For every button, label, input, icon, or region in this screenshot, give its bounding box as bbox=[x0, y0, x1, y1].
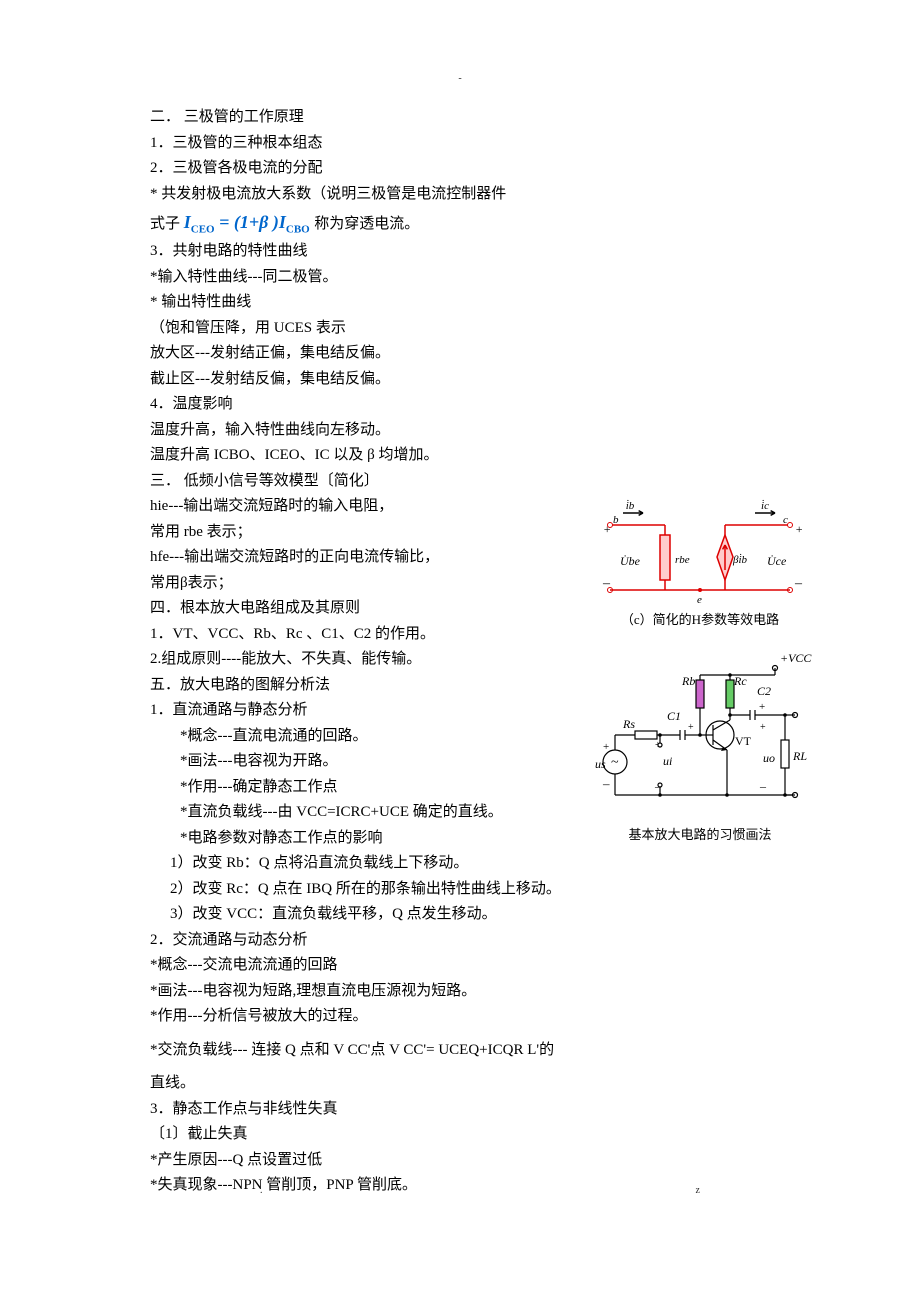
text-line: *作用---分析信号被放大的过程。 bbox=[150, 1004, 780, 1030]
text-line: 放大区---发射结正偏，集电结反偏。 bbox=[150, 341, 780, 367]
footer-dot: . bbox=[260, 1182, 263, 1199]
svg-text:e: e bbox=[697, 594, 702, 605]
text-line: *输入特性曲线---同二极管。 bbox=[150, 265, 780, 291]
formula-eq: = (1+β ) bbox=[215, 212, 279, 232]
text-line: *交流负载线--- 连接 Q 点和 V CC'点 V CC'= UCEQ+ICQ… bbox=[150, 1038, 780, 1064]
amplifier-circuit-diagram: +VCCRbRcC2+VTC1+Rs~us+–ui+–RLuo+– 基本放大电路… bbox=[585, 650, 815, 846]
svg-text:–: – bbox=[794, 576, 803, 591]
heading-3: 三． 低频小信号等效模型〔简化〕 bbox=[150, 469, 780, 495]
text-line: 3．静态工作点与非线性失真 bbox=[150, 1097, 780, 1123]
text-line: * 共发射极电流放大系数（说明三极管是电流控制器件 bbox=[150, 182, 780, 208]
svg-text:–: – bbox=[759, 779, 767, 793]
svg-text:Rb: Rb bbox=[681, 674, 695, 688]
text-line: *产生原因---Q 点设置过低 bbox=[150, 1148, 780, 1174]
svg-text:U̇ce: U̇ce bbox=[767, 554, 787, 568]
svg-text:–: – bbox=[602, 776, 610, 791]
svg-text:+VCC: +VCC bbox=[780, 651, 812, 665]
formula-line: 式子 ICEO = (1+β )ICBO 称为穿透电流。 bbox=[150, 207, 780, 239]
svg-text:~: ~ bbox=[611, 755, 619, 770]
formula-prefix: 式子 bbox=[150, 216, 180, 232]
svg-text:C2: C2 bbox=[757, 684, 771, 698]
svg-text:i̇c: i̇c bbox=[761, 500, 769, 512]
svg-text:–: – bbox=[602, 576, 611, 591]
svg-text:b: b bbox=[613, 514, 619, 526]
formula-rhs: I bbox=[279, 212, 286, 232]
formula-sub2: CBO bbox=[286, 224, 310, 236]
svg-text:c: c bbox=[783, 514, 788, 526]
text-line: 2．交流通路与动态分析 bbox=[150, 928, 780, 954]
svg-text:βi̇b: βi̇b bbox=[732, 554, 748, 566]
text-line: 1．三极管的三种根本组态 bbox=[150, 131, 780, 157]
formula-lhs: I bbox=[184, 212, 191, 232]
svg-text:+: + bbox=[603, 522, 611, 536]
text-line: 3）改变 VCC：直流负载线平移，Q 点发生移动。 bbox=[150, 902, 780, 928]
text-line: 温度升高，输入特性曲线向左移动。 bbox=[150, 418, 780, 444]
text-line: *失真现象---NPN 管削顶，PNP 管削底。 bbox=[150, 1173, 780, 1199]
text-line: 直线。 bbox=[150, 1071, 780, 1097]
svg-text:+: + bbox=[795, 522, 803, 536]
diagram1-caption: （c）简化的H参数等效电路 bbox=[595, 609, 805, 631]
svg-text:uo: uo bbox=[763, 751, 775, 765]
svg-text:VT: VT bbox=[735, 734, 752, 748]
text-line: 3．共射电路的特性曲线 bbox=[150, 239, 780, 265]
svg-text:Rs: Rs bbox=[622, 717, 635, 731]
text-line: 截止区---发射结反偏，集电结反偏。 bbox=[150, 367, 780, 393]
heading-2: 二． 三极管的工作原理 bbox=[150, 105, 780, 131]
h-param-circuit-diagram: i̇bi̇cbc++––U̇berbeβi̇bU̇cee （c）简化的H参数等效… bbox=[595, 495, 805, 631]
text-line: 〔1〕截止失真 bbox=[150, 1122, 780, 1148]
text-line: 2）改变 Rc：Q 点在 IBQ 所在的那条输出特性曲线上移动。 bbox=[150, 877, 780, 903]
svg-text:+: + bbox=[688, 722, 694, 733]
svg-text:rbe: rbe bbox=[675, 554, 690, 566]
page: - 二． 三极管的工作原理 1．三极管的三种根本组态 2．三极管各极电流的分配 … bbox=[0, 0, 920, 1239]
svg-text:U̇be: U̇be bbox=[620, 554, 641, 568]
svg-text:C1: C1 bbox=[667, 709, 681, 723]
text-line: *概念---交流电流流通的回路 bbox=[150, 953, 780, 979]
header-mark: - bbox=[458, 70, 461, 87]
text-line: 4．温度影响 bbox=[150, 392, 780, 418]
svg-text:+: + bbox=[603, 741, 609, 753]
formula: ICEO = (1+β )ICBO bbox=[184, 212, 314, 232]
text-line: （饱和管压降，用 UCES 表示 bbox=[150, 316, 780, 342]
svg-text:RL: RL bbox=[792, 749, 807, 763]
footer-z: z bbox=[696, 1182, 700, 1199]
formula-suffix: 称为穿透电流。 bbox=[314, 216, 419, 232]
text-line: *画法---电容视为短路,理想直流电压源视为短路。 bbox=[150, 979, 780, 1005]
text-line: 1）改变 Rb：Q 点将沿直流负载线上下移动。 bbox=[150, 851, 780, 877]
svg-text:us: us bbox=[595, 757, 606, 771]
text-line: * 输出特性曲线 bbox=[150, 290, 780, 316]
formula-sub: CEO bbox=[191, 224, 215, 236]
svg-text:ui: ui bbox=[663, 754, 672, 768]
text-line: 温度升高 ICBO、ICEO、IC 以及 β 均增加。 bbox=[150, 443, 780, 469]
diagram2-caption: 基本放大电路的习惯画法 bbox=[585, 824, 815, 846]
svg-text:Rc: Rc bbox=[733, 674, 747, 688]
svg-text:+: + bbox=[759, 701, 765, 713]
text-line: 2．三极管各极电流的分配 bbox=[150, 156, 780, 182]
svg-text:+: + bbox=[760, 722, 766, 733]
svg-text:i̇b: i̇b bbox=[626, 500, 635, 512]
